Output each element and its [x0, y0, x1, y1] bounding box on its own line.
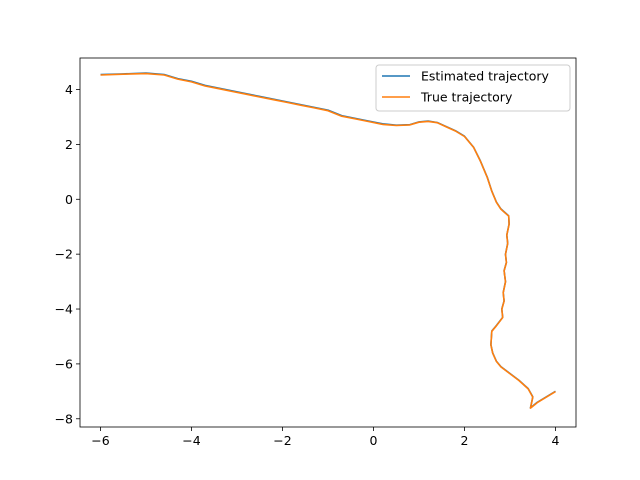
x-tick-label: −2 — [273, 433, 291, 448]
series-line-0 — [100, 72, 556, 409]
plot-content — [100, 72, 556, 409]
x-tick-label: 4 — [552, 433, 560, 448]
axes-frame — [79, 57, 577, 428]
legend: Estimated trajectory True trajectory — [375, 64, 571, 112]
y-tick-label: −6 — [55, 356, 73, 371]
y-tick-label: 4 — [65, 82, 73, 97]
x-tick-label: −4 — [182, 433, 200, 448]
y-tick-label: −2 — [55, 247, 73, 262]
x-tick-label: 0 — [370, 433, 378, 448]
legend-label-estimated: Estimated trajectory — [421, 69, 550, 84]
series-line-1 — [100, 72, 556, 409]
y-tick-label: 2 — [65, 137, 73, 152]
legend-box — [375, 64, 571, 112]
legend-label-true: True trajectory — [420, 90, 513, 105]
x-tick-label: −6 — [91, 433, 109, 448]
y-tick-label: −4 — [55, 302, 73, 317]
x-axis-ticks: −6 −4 −2 0 2 4 — [91, 427, 560, 448]
y-axis-ticks: −8 −6 −4 −2 0 2 4 — [55, 82, 80, 426]
x-tick-label: 2 — [461, 433, 469, 448]
y-tick-label: −8 — [55, 411, 73, 426]
y-tick-label: 0 — [65, 192, 73, 207]
